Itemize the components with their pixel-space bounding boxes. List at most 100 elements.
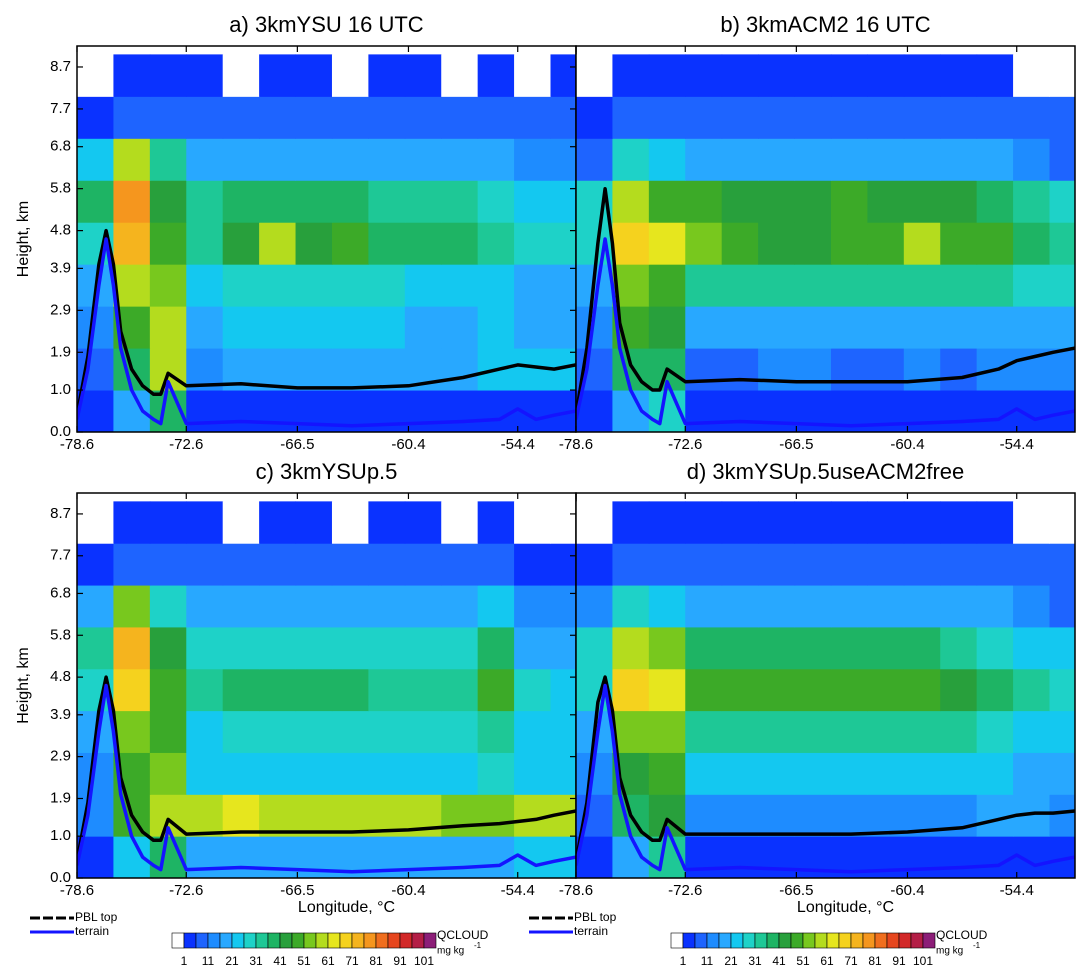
colorbar-box [682,932,696,949]
cell [976,752,1014,795]
colorbar-box [387,932,401,949]
panel-title: b) 3kmACM2 16 UTC [720,12,930,37]
cell [940,501,978,544]
cell [758,668,796,712]
panel-title: d) 3kmYSUp.5useACM2free [687,459,965,484]
y-tick-label: 3.9 [50,259,71,276]
cell [1049,668,1075,712]
cell [830,501,868,544]
legend-label: PBL top [75,910,118,924]
cell [404,585,442,628]
cell [576,501,613,544]
cell [77,501,114,544]
colorbar-box [850,932,864,949]
cell [186,390,224,432]
cell [976,264,1014,307]
cell [149,180,187,223]
cell [940,306,978,349]
cell [404,543,442,586]
y-tick-label: 1.9 [50,343,71,360]
cell [331,54,369,97]
cell [758,836,796,878]
cell [1049,180,1075,223]
cell [758,222,796,265]
cell [794,54,832,97]
cell [940,710,978,753]
x-tick-label: -60.4 [391,436,425,453]
cell [830,794,868,837]
cell [830,180,868,223]
colorbar-box [255,932,269,949]
cell [295,626,333,670]
cell [685,626,723,670]
cell [113,96,151,139]
cell [514,585,552,628]
cell [794,668,832,712]
cell [1013,306,1051,349]
plot-area [77,501,576,878]
cell [576,543,613,586]
cell [368,543,406,586]
cell [222,96,260,139]
cell [721,794,759,837]
cell [976,585,1014,628]
cell [794,138,832,181]
cell [404,96,442,139]
cell [830,138,868,181]
colorbar-box [862,932,876,949]
cell [441,626,479,670]
cell [259,390,297,432]
y-tick-label: 3.9 [50,706,71,723]
cell [368,138,406,181]
cell [940,54,978,97]
x-tick-label: -72.6 [169,882,203,899]
cell [576,626,613,670]
cell [186,501,224,544]
colorbar-box [742,932,756,949]
cell [758,626,796,670]
cell [940,585,978,628]
colorbar-box [886,932,900,949]
cell [685,96,723,139]
colorbar-label: 61 [820,954,834,968]
cell [830,306,868,349]
x-tick-label: -66.5 [779,436,813,453]
y-tick-label: 8.7 [50,505,71,522]
colorbar-label: 41 [273,954,287,968]
cell [295,794,333,837]
y-tick-label: 5.8 [50,626,71,643]
colorbar-box [231,932,245,949]
series-line [576,186,1075,416]
cell [758,306,796,349]
cell [794,626,832,670]
cell [867,585,905,628]
cell [830,264,868,307]
cell [550,710,576,753]
cell [259,138,297,181]
colorbar-box [219,932,233,949]
colorbar-box [315,932,329,949]
cell [940,752,978,795]
cell [1049,264,1075,307]
cell [648,710,686,753]
cell [830,54,868,97]
cell [685,836,723,878]
cell [976,222,1014,265]
cell [648,264,686,307]
cell [903,222,941,265]
y-tick-label: 2.9 [50,301,71,318]
cell [903,836,941,878]
cell [903,306,941,349]
cell [259,794,297,837]
cell [441,390,479,432]
colorbar-box [730,932,744,949]
cell [186,306,224,349]
cell [331,752,369,795]
cell [186,668,224,712]
cell [1049,794,1075,837]
cell [903,348,941,391]
cell [514,501,552,544]
cell [477,222,515,265]
cell [758,585,796,628]
x-tick-label: -78.6 [559,882,593,899]
